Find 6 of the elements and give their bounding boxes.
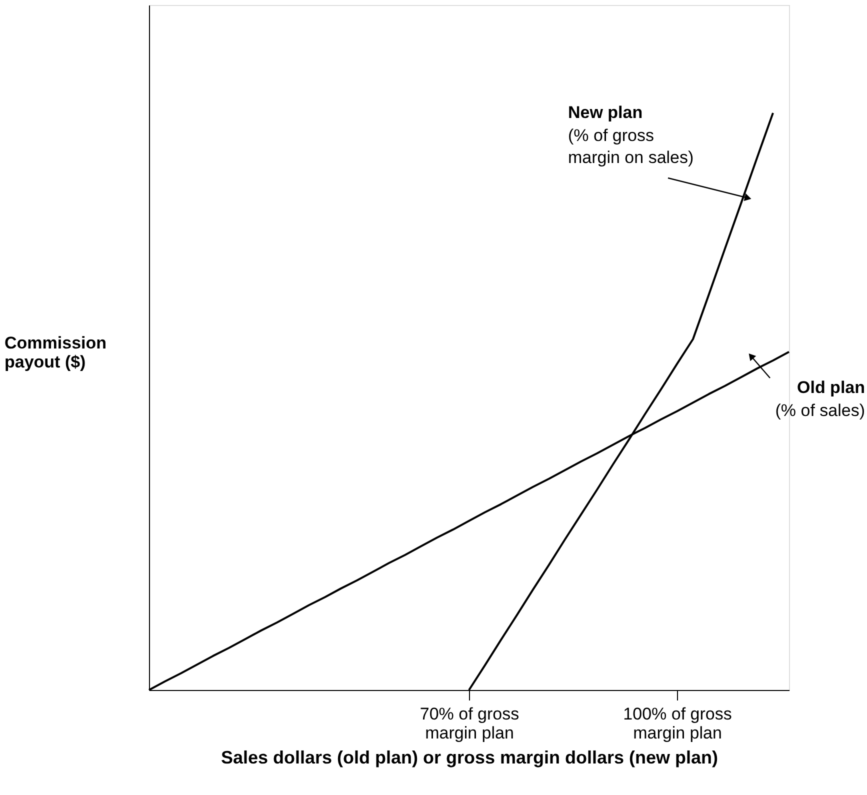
x-axis-title: Sales dollars (old plan) or gross margin dollars (new plan) [220,748,718,768]
annotation: Old plan (% of sales) [775,378,865,420]
x-tick-label: 100% of gross margin plan [623,704,732,742]
annotation: New plan (% of gross margin on sales) [568,103,694,167]
x-tick-label: 70% of gross margin plan [420,704,520,742]
y-axis-title: Commission payout ($) [4,334,107,372]
